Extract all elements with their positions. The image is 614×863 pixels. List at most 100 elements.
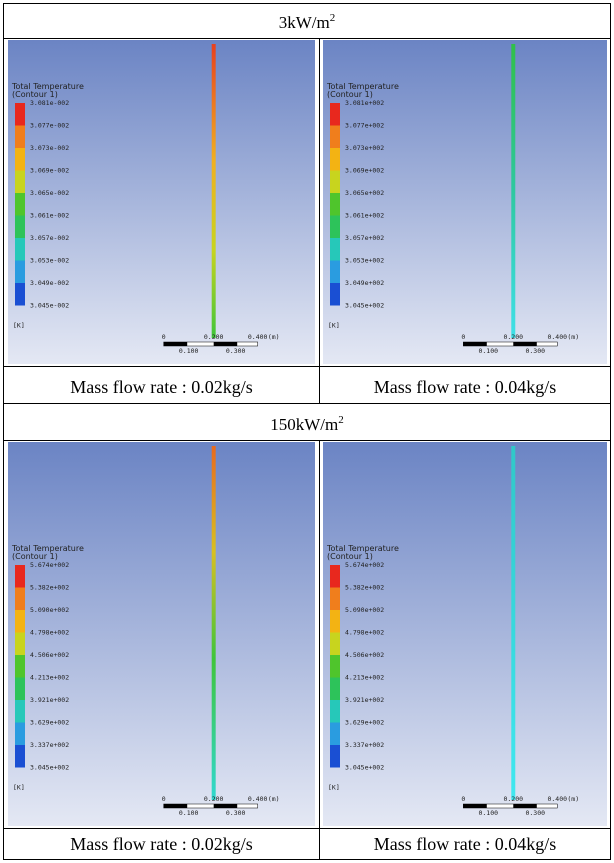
scale-label: (m): [268, 795, 280, 803]
legend-swatch: [330, 565, 340, 588]
legend-label: 5.382e+002: [30, 584, 69, 592]
legend-subtitle: (Contour 1): [327, 552, 373, 561]
legend-label: 3.057e+002: [345, 234, 384, 242]
legend-label: 4.506e+002: [30, 651, 69, 659]
legend-swatch: [330, 216, 340, 239]
scale-label: 0.400: [248, 795, 268, 803]
legend-unit: [K]: [328, 322, 340, 330]
section-heading: 150kW/m2: [270, 414, 344, 434]
legend-swatch: [15, 588, 25, 611]
heading-sup: 2: [330, 12, 336, 24]
legend-label: 4.213e+002: [30, 674, 69, 682]
legend-subtitle: (Contour 1): [12, 90, 58, 99]
legend-swatch: [15, 193, 25, 216]
legend-label: 4.506e+002: [345, 651, 384, 659]
legend-swatch: [15, 700, 25, 723]
legend-label: 3.057e-002: [30, 234, 69, 242]
legend-swatch: [330, 126, 340, 149]
legend-label: 3.061e+002: [345, 212, 384, 220]
scale-bar-seg: [214, 804, 238, 808]
legend-label: 3.069e-002: [30, 167, 69, 175]
pipe: [212, 446, 216, 800]
legend-label: 3.061e-002: [30, 212, 69, 220]
scale-label: (m): [268, 333, 280, 341]
legend-label: 3.073e-002: [30, 144, 69, 152]
scale-label: 0.400: [547, 795, 567, 803]
legend-label: 3.053e+002: [345, 257, 384, 265]
scale-label: (m): [567, 795, 579, 803]
legend-subtitle: (Contour 1): [12, 552, 58, 561]
legend-swatch: [330, 655, 340, 678]
legend-label: 3.077e+002: [345, 122, 384, 130]
legend-swatch: [15, 148, 25, 171]
legend-label: 3.049e+002: [345, 279, 384, 287]
caption: Mass flow rate : 0.04kg/s: [374, 377, 556, 397]
legend-swatch: [15, 126, 25, 149]
scale-bar-seg: [164, 342, 188, 346]
pipe: [511, 44, 515, 338]
legend-label: 3.081e+002: [345, 99, 384, 107]
section-heading: 3kW/m2: [279, 12, 336, 32]
legend-label: 3.045e+002: [345, 764, 384, 772]
legend-swatch: [330, 633, 340, 656]
scale-bar-seg: [463, 342, 487, 346]
heading-text: 3kW/m: [279, 13, 330, 32]
scale-label: (m): [567, 333, 579, 341]
legend-label: 3.077e-002: [30, 122, 69, 130]
scale-sublabel: 0.300: [525, 347, 545, 355]
figure-table: 3kW/m2Total Temperature(Contour 1)3.081e…: [0, 0, 614, 863]
legend-label: 3.337e+002: [30, 741, 69, 749]
scale-label: 0.400: [248, 333, 268, 341]
legend-label: 3.921e+002: [345, 696, 384, 704]
scale-label: 0.200: [204, 795, 224, 803]
legend-swatch: [330, 745, 340, 768]
page: 3kW/m2Total Temperature(Contour 1)3.081e…: [0, 0, 614, 863]
caption: Mass flow rate : 0.04kg/s: [374, 834, 556, 854]
legend-swatch: [330, 678, 340, 701]
legend-label: 3.045e-002: [30, 302, 69, 310]
legend-label: 3.629e+002: [345, 719, 384, 727]
legend-label: 3.049e-002: [30, 279, 69, 287]
legend-label: 5.090e+002: [30, 606, 69, 614]
legend-swatch: [330, 171, 340, 194]
pipe: [212, 44, 216, 338]
scale-sublabel: 0.300: [525, 809, 545, 817]
scale-label: 0: [461, 795, 465, 803]
legend-label: 5.674e+002: [30, 561, 69, 569]
pipe: [511, 446, 515, 800]
legend-swatch: [15, 261, 25, 284]
legend-swatch: [330, 148, 340, 171]
legend-label: 3.629e+002: [30, 719, 69, 727]
legend-swatch: [15, 633, 25, 656]
legend-swatch: [15, 238, 25, 261]
legend-label: 3.069e+002: [345, 167, 384, 175]
legend-unit: [K]: [328, 784, 340, 792]
legend-swatch: [330, 723, 340, 746]
scale-bar-seg: [164, 804, 188, 808]
scale-label: 0.200: [503, 795, 523, 803]
legend-swatch: [330, 103, 340, 126]
legend-label: 3.053e-002: [30, 257, 69, 265]
legend-label: 5.674e+002: [345, 561, 384, 569]
scale-bar-seg: [463, 804, 487, 808]
scale-bar-seg: [513, 804, 537, 808]
legend-label: 5.090e+002: [345, 606, 384, 614]
legend-swatch: [15, 565, 25, 588]
legend-label: 4.798e+002: [345, 629, 384, 637]
legend-swatch: [15, 216, 25, 239]
heading-sup: 2: [338, 414, 344, 426]
legend-swatch: [15, 171, 25, 194]
legend-label: 3.073e+002: [345, 144, 384, 152]
legend-swatch: [330, 283, 340, 306]
scale-bar-seg: [214, 342, 238, 346]
legend-unit: [K]: [13, 322, 25, 330]
scale-sublabel: 0.100: [478, 809, 498, 817]
legend-swatch: [330, 193, 340, 216]
legend-label: 3.045e+002: [345, 302, 384, 310]
legend-label: 3.337e+002: [345, 741, 384, 749]
scale-label: 0: [162, 333, 166, 341]
legend-label: 3.065e-002: [30, 189, 69, 197]
scale-sublabel: 0.300: [226, 809, 246, 817]
caption: Mass flow rate : 0.02kg/s: [70, 377, 252, 397]
scale-sublabel: 0.100: [179, 347, 199, 355]
